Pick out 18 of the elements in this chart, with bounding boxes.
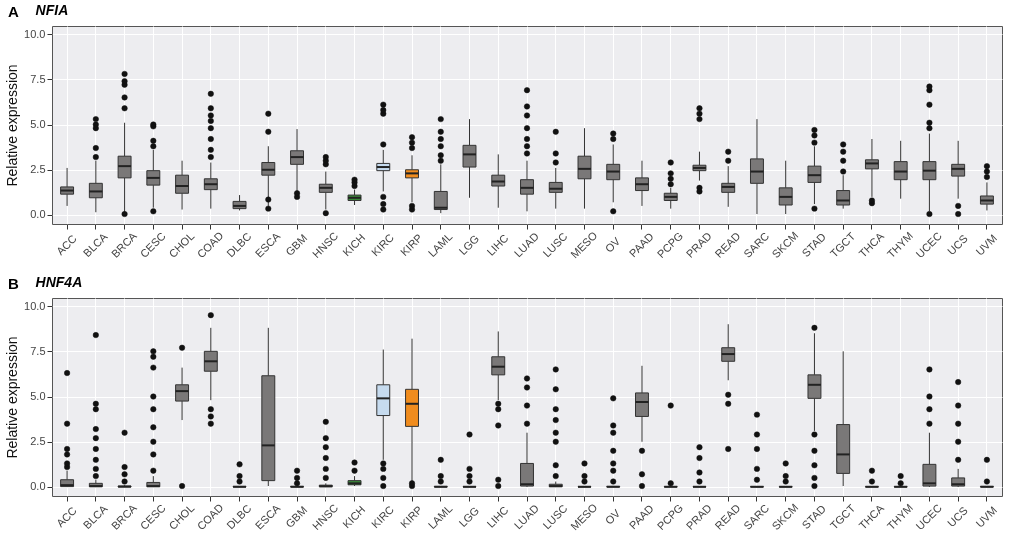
y-tick-label: 5.0 [30,390,46,403]
y-tick-label: 2.5 [30,163,46,176]
y-tick-label: 10.0 [24,299,46,312]
text: B [8,275,19,292]
chart-title: HNF4A [35,274,83,290]
y-tick-label: 7.5 [30,344,46,357]
text: A [8,3,19,20]
y-tick-label: 5.0 [30,118,46,131]
y-tick-label: 0.0 [30,208,46,221]
y-axis-title: Relative expression [4,336,21,459]
x-tick-label: OV [602,234,623,255]
x-tick-label: OV [602,506,623,527]
y-tick-label: 0.0 [30,480,46,493]
y-axis-title: Relative expression [4,64,21,187]
y-tick-label: 2.5 [30,435,46,448]
chart-title: NFIA [35,2,69,18]
y-tick-label: 10.0 [24,27,46,40]
y-tick-label: 7.5 [30,72,46,85]
